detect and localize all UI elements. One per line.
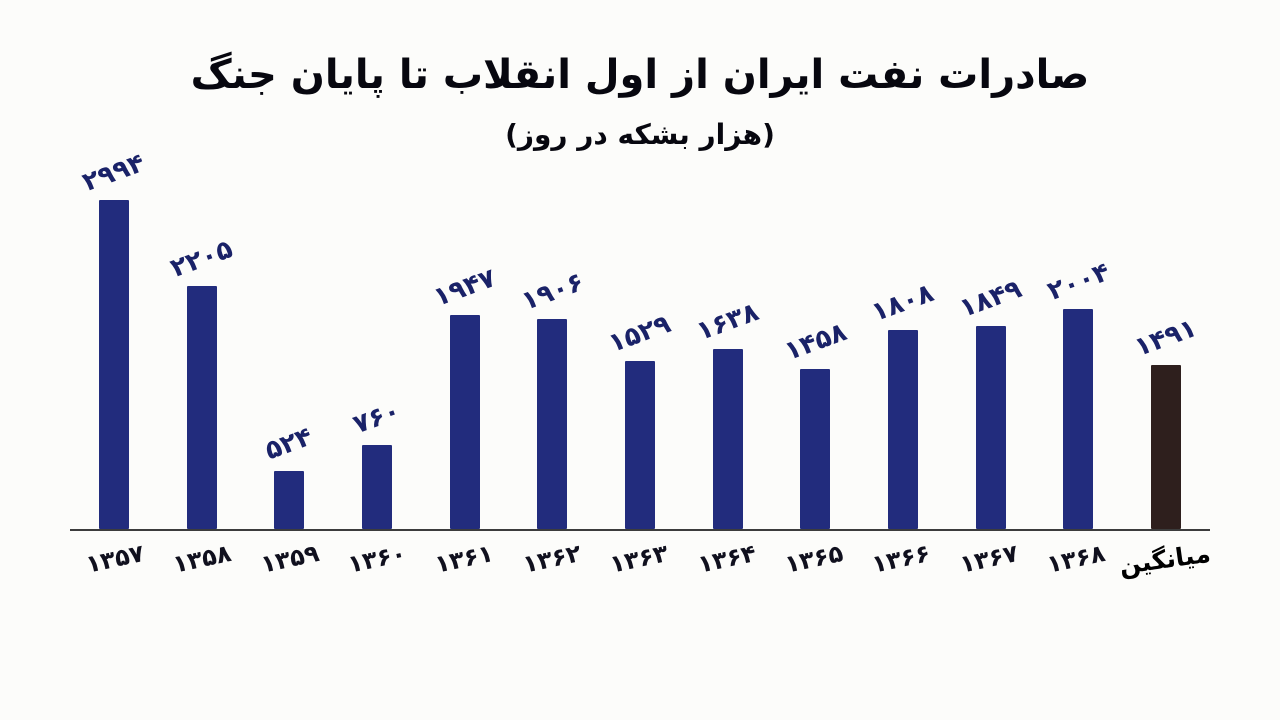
bar-value-label: ۷۶۰ xyxy=(349,395,405,441)
bar-column: ۱۶۳۸ xyxy=(684,297,772,529)
x-axis-label: ۱۳۵۷ xyxy=(83,539,147,579)
bar-value-label: ۱۴۵۸ xyxy=(780,317,851,367)
x-axis-label: ۱۳۶۶ xyxy=(869,539,933,579)
bar-value-label: ۵۲۴ xyxy=(261,421,317,467)
bar-column: ۷۶۰ xyxy=(333,396,421,529)
year-bar xyxy=(975,326,1006,529)
x-axis-label: ۱۳۶۳ xyxy=(607,539,671,579)
x-axis-label: ۱۳۶۰ xyxy=(345,539,409,579)
year-bar xyxy=(537,319,568,529)
bar-column: ۱۴۹۱ xyxy=(1122,313,1210,529)
bar-column: ۲۲۰۵ xyxy=(158,234,246,529)
x-axis-label: ۱۳۶۵ xyxy=(782,539,846,579)
bar-column: ۱۸۰۸ xyxy=(859,278,947,529)
bar-column: ۱۹۰۶ xyxy=(508,267,596,529)
year-bar xyxy=(888,330,919,529)
x-axis-label: ۱۳۶۱ xyxy=(432,539,497,579)
x-axis-label: ۱۳۶۸ xyxy=(1044,539,1108,579)
bar-value-label: ۱۹۰۶ xyxy=(517,267,588,317)
bar-column: ۲۰۰۴ xyxy=(1035,257,1123,529)
bar-value-label: ۱۴۹۱ xyxy=(1131,313,1202,363)
bar-column: ۱۴۵۸ xyxy=(772,317,860,529)
x-axis-label: ۱۳۵۹ xyxy=(258,539,322,579)
bar-column: ۵۲۴ xyxy=(245,422,333,529)
x-axis-label: ۱۳۶۷ xyxy=(957,539,1021,579)
year-bar xyxy=(449,315,480,529)
x-axis-label: ۱۳۶۴ xyxy=(694,539,759,579)
bar-column: ۲۹۹۴ xyxy=(70,148,158,529)
bar-column: ۱۸۴۹ xyxy=(947,274,1035,529)
bar-value-label: ۲۰۰۴ xyxy=(1043,257,1114,307)
bar-value-label: ۲۲۰۵ xyxy=(166,234,237,284)
x-axis-labels: ۱۳۵۷ ۱۳۵۸ ۱۳۵۹ ۱۳۶۰ ۱۳۶۱ ۱۳۶۲ ۱۳۶۳ ۱۳۶۴ ۱۳۶۵ ۱۳۶۶… xyxy=(70,531,1212,580)
bar-value-label: ۱۸۰۸ xyxy=(868,278,938,328)
bar-value-label: ۱۹۴۷ xyxy=(429,263,500,313)
year-bar xyxy=(712,349,743,529)
plot-area: ۲۹۹۴ ۲۲۰۵ ۵۲۴ ۷۶۰ ۱۹۴۷ ۱۹۰۶ ۱۵۲۹ ۱۶۳۸ ۱۴۵۸ ۱۸۰۸ ۱۸… xyxy=(70,148,1210,531)
chart-subtitle: (هزار بشکه در روز) xyxy=(505,118,775,151)
bar-column: ۱۹۴۷ xyxy=(421,263,509,529)
chart-title: صادرات نفت ایران از اول انقلاب تا پایان … xyxy=(190,52,1090,98)
year-bar xyxy=(361,445,392,529)
x-axis-label: ۱۳۶۲ xyxy=(520,539,584,579)
bar-value-label: ۲۹۹۴ xyxy=(78,148,149,198)
year-bar xyxy=(98,200,129,529)
x-axis-label: ۱۳۵۸ xyxy=(170,539,234,579)
year-bar xyxy=(274,471,305,529)
bar-column: ۱۵۲۹ xyxy=(596,309,684,529)
average-bar xyxy=(1151,365,1182,529)
bar-value-label: ۱۶۳۸ xyxy=(692,297,763,347)
year-bar xyxy=(800,369,831,529)
year-bar xyxy=(1063,309,1094,529)
bar-chart: ۲۹۹۴ ۲۲۰۵ ۵۲۴ ۷۶۰ ۱۹۴۷ ۱۹۰۶ ۱۵۲۹ ۱۶۳۸ ۱۴۵۸ ۱۸۰۸ ۱۸… xyxy=(70,148,1213,580)
year-bar xyxy=(624,361,655,529)
bar-value-label: ۱۵۲۹ xyxy=(605,309,675,359)
bar-value-label: ۱۸۴۹ xyxy=(955,274,1026,324)
year-bar xyxy=(186,286,217,529)
x-axis-label-average: میانگین xyxy=(1117,538,1213,581)
